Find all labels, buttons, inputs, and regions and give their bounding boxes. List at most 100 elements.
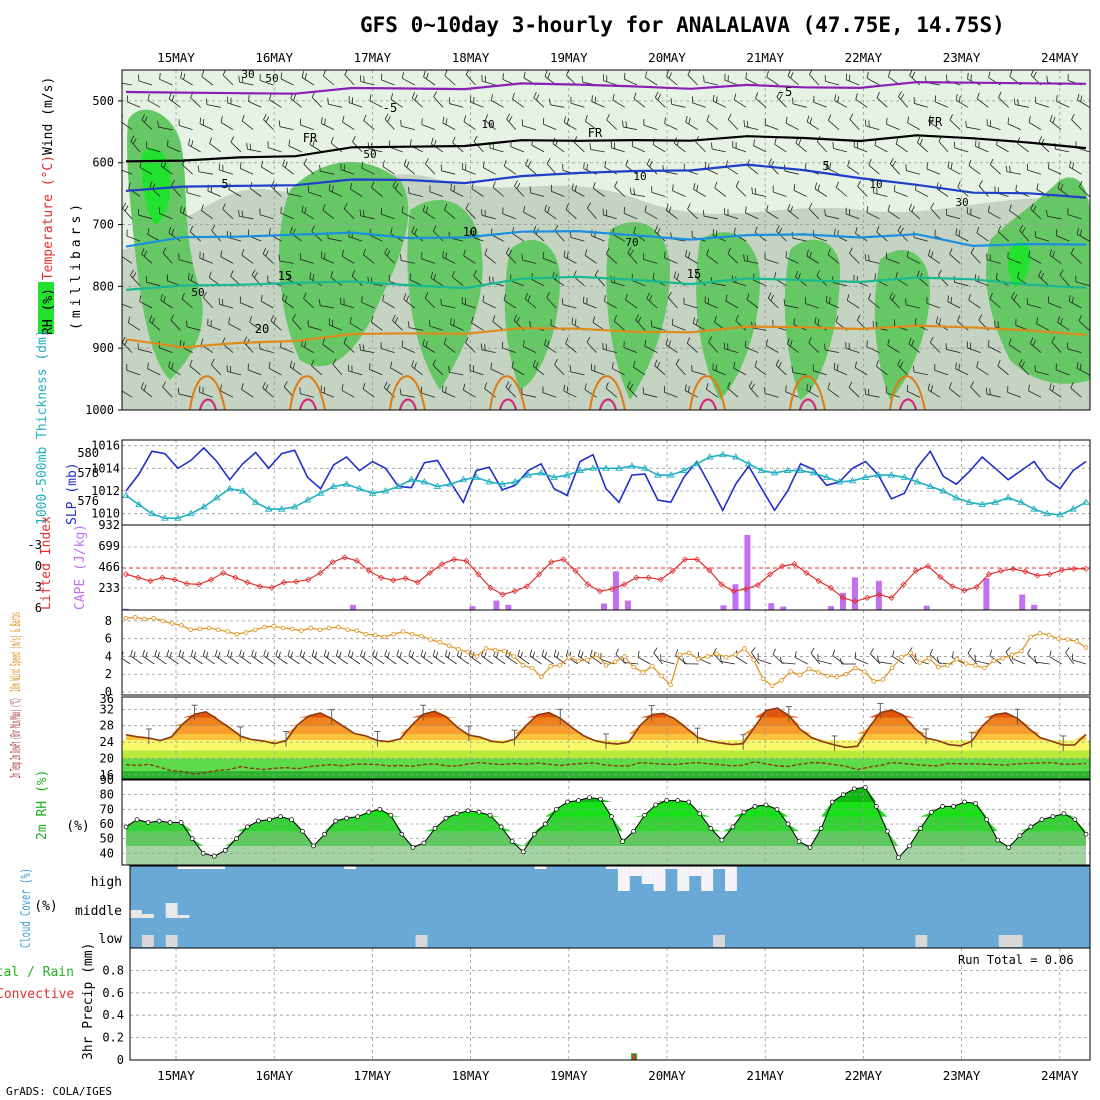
upper-wind-barb [792, 237, 807, 242]
wind10m-point [889, 665, 895, 671]
upper-wind-barb [1051, 341, 1062, 353]
lifted-index-point [159, 574, 166, 581]
upper-wind-barb [623, 126, 638, 130]
upper-wind-barb-flag [149, 315, 153, 322]
rh-point [1017, 833, 1023, 839]
upper-wind-barb [996, 144, 1009, 153]
upper-wind-barb-flag [183, 207, 185, 214]
upper-wind-barb-flag [330, 137, 334, 144]
temp-contour-label: 15 [687, 267, 701, 281]
upper-wind-barb [612, 368, 625, 376]
precip-total-label: Total / Rain [0, 965, 74, 980]
upper-wind-barb-flag [889, 158, 894, 164]
wind10m-path [125, 616, 1087, 687]
upper-wind-barb [570, 237, 585, 242]
lifted-index-point [1034, 572, 1041, 579]
upper-wind-barb [470, 101, 484, 108]
upper-wind-barb-flag [301, 205, 304, 212]
upper-wind-barb-flag [422, 204, 426, 212]
upper-wind-barb-flag [286, 187, 289, 194]
rh-point [785, 821, 791, 827]
upper-wind-barb-flag [745, 206, 747, 213]
upper-wind-barb-flag [506, 113, 511, 120]
thickness-point [680, 466, 688, 474]
wind10m-barb-flag [335, 649, 339, 657]
wind10m-point [908, 650, 913, 656]
upper-wind-barb [462, 303, 476, 309]
cape-bar [828, 606, 835, 610]
upper-wind-barb [481, 215, 496, 220]
upper-wind-barb [766, 211, 779, 220]
upper-wind-barb [141, 119, 153, 130]
upper-wind-barb [341, 390, 355, 398]
upper-wind-barb [442, 122, 456, 130]
wind10m-barb-flag [532, 651, 535, 659]
lifted-index-point [888, 594, 895, 601]
upper-wind-barb [708, 341, 719, 353]
rh-point [896, 855, 901, 861]
upper-wind-barb-flag [835, 315, 839, 322]
upper-wind-barb-flag [451, 270, 455, 278]
rh-point [851, 786, 857, 792]
upper-wind-barb [444, 209, 456, 220]
upper-wind-barb-flag [126, 95, 129, 102]
upper-wind-barb-flag [806, 383, 809, 391]
upper-wind-barb-flag [649, 161, 653, 168]
wind10m-point [465, 649, 470, 655]
upper-wind-barb [341, 255, 355, 264]
thickness-point [1017, 498, 1025, 505]
precip-panel: 00.20.40.60.8 Run Total = 0.06 Total / R… [0, 943, 1091, 1067]
upper-wind-barb [429, 191, 444, 197]
wind10m-point [317, 627, 323, 633]
upper-wind-barb-flag [586, 163, 588, 171]
slp-grid [122, 440, 1090, 525]
upper-wind-barb-flag [934, 95, 937, 102]
lifted-index-point [451, 556, 458, 563]
bottom-day-label: 20MAY [648, 1068, 686, 1083]
upper-wind-barb-flag [260, 294, 263, 302]
slp-tick-label: 1010 [91, 507, 120, 521]
wind10m-barb [757, 659, 772, 665]
upper-wind-barb [685, 121, 698, 130]
upper-wind-barb-flag [727, 113, 732, 120]
upper-wind-barb-flag [705, 382, 709, 390]
upper-wind-barb-flag [1052, 385, 1055, 392]
upper-wind-barb [220, 256, 234, 264]
upper-wind-barb [587, 207, 597, 220]
upper-wind-barb [219, 303, 234, 309]
upper-wind-barb-flag [950, 162, 953, 170]
upper-wind-barb-flag [1030, 203, 1034, 210]
rh-point [741, 809, 747, 815]
thickness-point [705, 453, 714, 460]
upper-wind-barb-flag [891, 294, 896, 301]
upper-wind-barb-flag [1009, 204, 1012, 211]
upper-wind-barb [301, 77, 315, 86]
rh-point [840, 792, 846, 798]
wind10m-barb-flag [496, 651, 499, 659]
cape-bar [469, 606, 476, 610]
upper-wind-barb [866, 346, 880, 353]
wind10m-barb-flag [459, 651, 463, 659]
upper-wind-barb-flag [220, 384, 222, 391]
upper-wind-barb-flag [392, 180, 397, 187]
upper-wind-barb-flag [584, 383, 587, 390]
upper-wind-barb-flag [727, 247, 732, 254]
lifted-index-point [523, 583, 531, 590]
millibars-label: (millibars) [69, 200, 84, 330]
upper-wind-barb-flag [565, 203, 569, 210]
upper-wind-barb [612, 233, 625, 242]
thickness-point [122, 491, 130, 498]
upper-wind-barb [533, 231, 545, 242]
upper-wind-barb-flag [139, 161, 142, 168]
wind10m-barb [505, 655, 518, 665]
upper-wind-barb [279, 260, 294, 264]
upper-wind-barb [441, 304, 456, 309]
temp-tick-label: 20 [100, 752, 114, 766]
temp-contour-label: -5 [778, 85, 792, 99]
upper-wind-barb [1059, 274, 1070, 286]
wind10m-barb-flag [779, 656, 782, 663]
upper-wind-barb-flag [422, 339, 425, 346]
upper-wind-barb [382, 166, 395, 175]
upper-wind-barb [484, 388, 496, 398]
upper-wind-barb [433, 96, 444, 108]
